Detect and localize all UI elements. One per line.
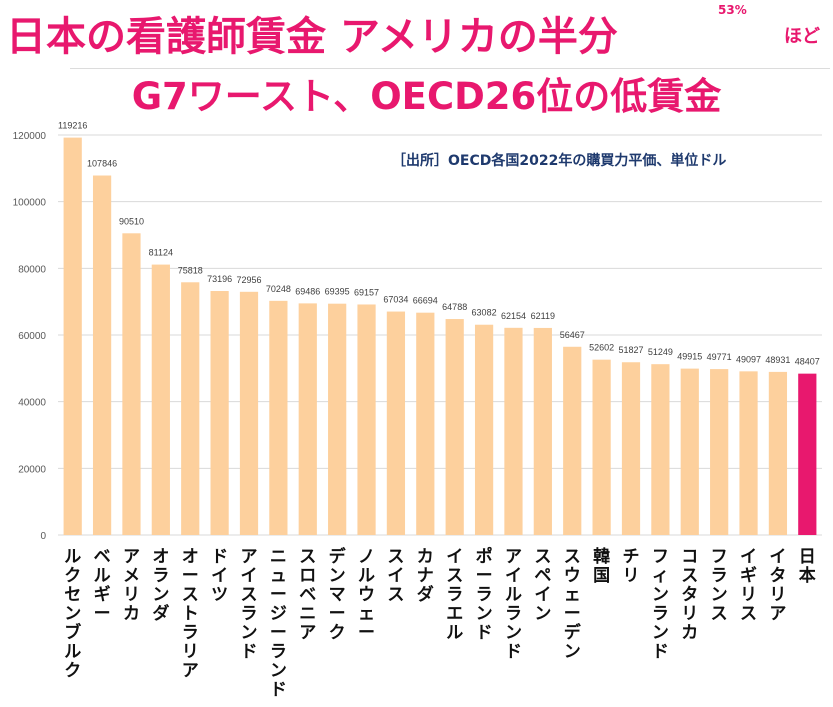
x-tick-label: フランス [711,547,728,624]
x-tick-label: スロベニア [299,547,316,643]
bar-20 [621,362,641,535]
data-label: 48407 [795,357,820,367]
x-tick-label: チリ [623,547,640,586]
bar-21 [651,364,670,535]
x-tick-label: イタリア [769,547,786,624]
data-label: 48931 [765,355,790,365]
data-label: 49915 [677,352,702,362]
bar-23 [710,369,729,535]
x-tick-label: ニュージーランド [270,547,287,700]
y-tick-label: 100000 [13,198,47,209]
x-tick-label: フィンランド [652,547,669,662]
x-tick-label: アメリカ [123,547,140,624]
bar-26 [798,373,817,535]
x-tick-label: ドイツ [211,547,228,605]
bar-8 [269,300,288,535]
y-tick-label: 20000 [18,464,46,475]
bar-3 [122,233,141,536]
data-label: 69157 [354,287,379,297]
data-label: 51827 [618,345,643,355]
data-label: 75818 [178,265,203,275]
data-label: 69486 [295,286,320,296]
title-main: 日本の看護師賃金 アメリカの半分 [6,14,618,60]
bar-10 [328,303,347,535]
title-suffix: ほど [784,26,820,47]
data-label: 81124 [149,248,173,258]
x-tick-label: オーストラリア [182,547,199,681]
x-tick-label: アイスランド [241,547,258,662]
y-tick-label: 40000 [18,398,46,409]
title-line-2: G7ワースト、OECD26位の低賃金 [131,75,722,118]
y-tick-label: 120000 [13,131,47,142]
gridlines [58,134,822,536]
data-label: 49097 [736,354,761,364]
data-label: 66694 [413,296,438,306]
x-tick-label: スウェーデン [564,547,582,662]
title-percent: 53% [718,3,747,17]
bar-13 [416,312,435,535]
data-label: 90510 [119,216,144,226]
x-tick-label: コスタリカ [681,547,698,643]
data-label: 63082 [472,308,497,318]
bar-7 [239,291,259,535]
bar-14 [445,319,464,535]
title-divider [70,68,830,69]
bar-9 [298,303,317,535]
bar-12 [386,311,406,535]
data-label: 69395 [325,287,350,297]
x-tick-label: 日本 [799,547,816,586]
bar-19 [592,359,611,535]
value-labels: 119216 107846 90510 81124 75818 73196 72956 702… [58,121,820,367]
data-label: 67034 [383,295,408,305]
x-axis-labels: ルクセンブルクベルギーアメリカオランダオーストラリアドイツアイスランドニュージー… [64,546,816,700]
bar-11 [357,304,376,535]
x-tick-label: アイルランド [505,547,522,662]
bar-18 [563,346,582,535]
source-note: ［出所］OECD各国2022年の購買力平価、単位ドル [392,153,727,169]
data-label: 62154 [501,311,526,321]
x-tick-label: ベルギー [94,547,111,624]
y-tick-label: 60000 [18,331,46,342]
x-tick-label: イスラエル [446,547,463,643]
y-axis: 0 20000 40000 60000 80000 100000 120000 [13,131,47,542]
bars [63,137,817,536]
data-label: 64788 [442,302,467,312]
bar-1 [63,137,82,535]
x-tick-label: デンマーク [329,546,347,643]
y-tick-label: 0 [40,531,46,542]
bar-16 [504,327,523,535]
x-tick-label: スペイン [534,547,551,624]
x-tick-label: ルクセンブルク [64,547,81,681]
title-line-1: 日本の看護師賃金 アメリカの半分 53% ほど [0,0,833,66]
data-label: 49771 [707,352,732,362]
y-tick-label: 80000 [18,264,46,275]
bar-22 [680,368,699,535]
bar-17 [533,327,552,535]
bar-6 [210,291,229,535]
data-label: 107846 [87,159,117,169]
x-tick-label: ポーランド [476,546,493,643]
data-label: 72956 [236,275,261,285]
data-label: 51249 [648,347,673,357]
bar-4 [151,264,170,535]
x-tick-label: スイス [387,547,404,605]
data-label: 70248 [266,284,291,294]
x-tick-label: 韓国 [593,546,610,586]
x-tick-label: ノルウェー [358,547,375,643]
bar-2 [92,175,112,535]
bar-24 [739,371,758,535]
x-tick-label: イギリス [740,547,757,624]
data-label: 73196 [207,274,232,284]
bar-5 [181,282,200,535]
data-label: 56467 [560,330,585,340]
data-label: 62119 [531,311,555,321]
data-label: 52602 [589,343,614,353]
bar-15 [474,324,494,535]
x-tick-label: カナダ [417,547,434,605]
data-label: 119216 [58,121,87,131]
bar-25 [768,371,788,535]
x-tick-label: オランダ [152,547,169,624]
